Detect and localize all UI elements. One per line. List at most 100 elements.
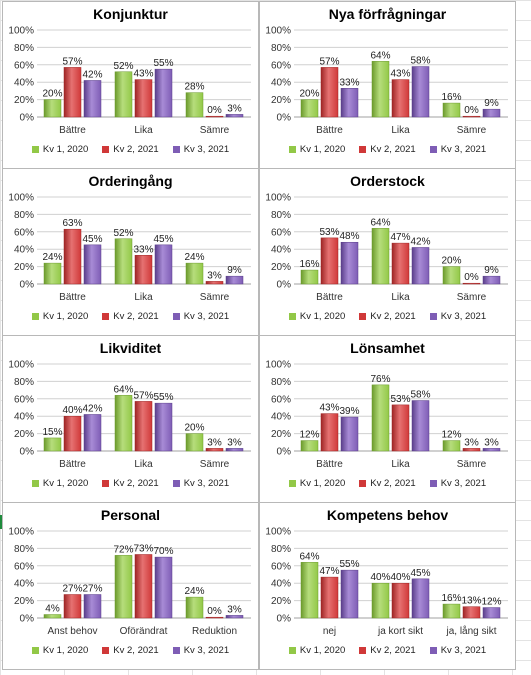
- chart-legend: Kv 1, 2020 Kv 2, 2021 Kv 3, 2021: [260, 645, 515, 656]
- bar: [411, 400, 430, 452]
- chart-title: Likviditet: [99, 340, 162, 356]
- y-tick-label: 0%: [277, 614, 292, 625]
- bar: [43, 437, 62, 452]
- legend-swatch: [102, 146, 110, 153]
- bar: [205, 115, 224, 118]
- legend-item: Kv 3, 2021: [172, 311, 229, 322]
- chart-plot: 0% 20% 40% 60% 80% 100% 12% 43% 39% Bättre 76%53% 5…: [265, 360, 508, 470]
- chart-legend: Kv 1, 2020 Kv 2, 2021 Kv 3, 2021: [260, 478, 515, 489]
- legend-label: Kv 2, 2021: [113, 645, 159, 656]
- legend-swatch: [31, 647, 39, 654]
- y-tick-label: 100%: [8, 26, 34, 37]
- legend-swatch: [31, 313, 39, 320]
- data-label: 16%: [441, 92, 461, 103]
- legend-label: Kv 3, 2021: [440, 645, 487, 656]
- y-tick-label: 40%: [271, 412, 291, 423]
- legend-swatch: [429, 146, 437, 153]
- y-tick-label: 0%: [277, 280, 292, 291]
- data-label: 76%: [370, 374, 390, 385]
- data-label: 39%: [339, 406, 359, 417]
- data-label: 52%: [113, 61, 133, 72]
- category-label: Lika: [391, 292, 410, 303]
- data-label: 20%: [184, 423, 204, 434]
- bar: [114, 71, 133, 118]
- chart-legend: Kv 1, 2020 Kv 2, 2021 Kv 3, 2021: [3, 478, 258, 489]
- data-label: 27%: [82, 584, 102, 595]
- legend-label: Kv 1, 2020: [42, 478, 89, 489]
- category-label: Sämre: [457, 292, 487, 303]
- bar: [83, 80, 102, 118]
- bar: [300, 99, 319, 118]
- chart-panel-orderingang: 0% 20% 40% 60% 80% 100% 24% 63% 45% Bättre 52% 33% 4…: [2, 168, 259, 336]
- category-label: ja kort sikt: [377, 626, 423, 637]
- chart-legend: Kv 1, 2020 Kv 2, 2021 Kv 3, 2021: [3, 144, 258, 155]
- y-tick-label: 40%: [14, 579, 34, 590]
- y-tick-label: 0%: [20, 447, 35, 458]
- data-label: 47%: [390, 232, 410, 243]
- bar: [83, 244, 102, 285]
- chart-title: Konjunktur: [93, 6, 168, 22]
- y-tick-label: 100%: [265, 193, 291, 204]
- bar: [43, 262, 62, 285]
- bar: [482, 275, 501, 285]
- bar: [442, 440, 461, 452]
- data-label: 63%: [62, 218, 82, 229]
- y-tick-label: 80%: [271, 544, 291, 555]
- legend-swatch: [429, 480, 437, 487]
- category-label: ja, lång sikt: [445, 625, 496, 637]
- chart-plot: 0%20%40%60%80%100%24%63%45%Bättre52%33%4…: [8, 193, 251, 303]
- data-label: 33%: [133, 244, 153, 255]
- chart-title: Nya förfrågningar: [328, 6, 447, 22]
- bar: [154, 556, 173, 619]
- bar: [462, 282, 481, 285]
- category-label: Sämre: [200, 292, 230, 303]
- legend-swatch: [172, 313, 180, 320]
- legend-item: Kv 3, 2021: [429, 144, 486, 155]
- data-label: 9%: [484, 265, 499, 276]
- category-label: Anst behov: [47, 626, 97, 637]
- y-tick-label: 40%: [271, 579, 291, 590]
- data-label: 45%: [410, 568, 430, 579]
- category-label: Bättre: [316, 292, 343, 303]
- legend-item: Kv 2, 2021: [102, 311, 159, 322]
- bar: [43, 99, 62, 118]
- legend-label: Kv 1, 2020: [42, 311, 89, 322]
- chart-title: Kompetens behov: [326, 507, 449, 523]
- data-label: 55%: [339, 559, 359, 570]
- legend-item: Kv 2, 2021: [102, 478, 159, 489]
- data-label: 24%: [184, 586, 204, 597]
- data-label: 12%: [441, 430, 461, 441]
- category-label: Lika: [391, 459, 410, 470]
- data-label: 0%: [464, 272, 479, 283]
- data-label: 9%: [227, 265, 242, 276]
- legend-item: Kv 1, 2020: [31, 311, 89, 322]
- chart-panel-nya-forfragningar: 0% 20% 40% 60% 80% 100% 20% 57% 33% Bättre 64% 43% 5…: [259, 1, 516, 169]
- legend-label: Kv 2, 2021: [370, 645, 416, 656]
- data-label: 0%: [207, 105, 222, 116]
- data-label: 15%: [42, 427, 62, 438]
- bar: [320, 67, 339, 118]
- data-label: 16%: [299, 259, 319, 270]
- chart-legend: Kv 1, 2020 Kv 2, 2021 Kv 3, 2021: [260, 144, 515, 155]
- y-tick-label: 20%: [271, 95, 291, 106]
- bar: [205, 448, 224, 452]
- bar: [185, 262, 204, 285]
- data-label: 55%: [153, 392, 173, 403]
- legend-item: Kv 3, 2021: [172, 144, 229, 155]
- data-label: 48%: [339, 231, 359, 242]
- y-tick-label: 80%: [271, 43, 291, 54]
- legend-item: Kv 1, 2020: [288, 311, 345, 322]
- chart-title: Personal: [100, 507, 161, 523]
- data-label: 57%: [133, 390, 153, 401]
- legend-swatch: [102, 313, 110, 320]
- chart-legend: Kv 1, 2020 Kv 2, 2021 Kv 3, 2021: [3, 311, 258, 322]
- y-tick-label: 60%: [14, 60, 34, 71]
- legend-swatch: [172, 480, 180, 487]
- bar: [114, 395, 133, 452]
- bar: [300, 440, 319, 452]
- category-label: Bättre: [316, 459, 343, 470]
- data-label: 64%: [370, 50, 390, 61]
- y-tick-label: 60%: [14, 394, 34, 405]
